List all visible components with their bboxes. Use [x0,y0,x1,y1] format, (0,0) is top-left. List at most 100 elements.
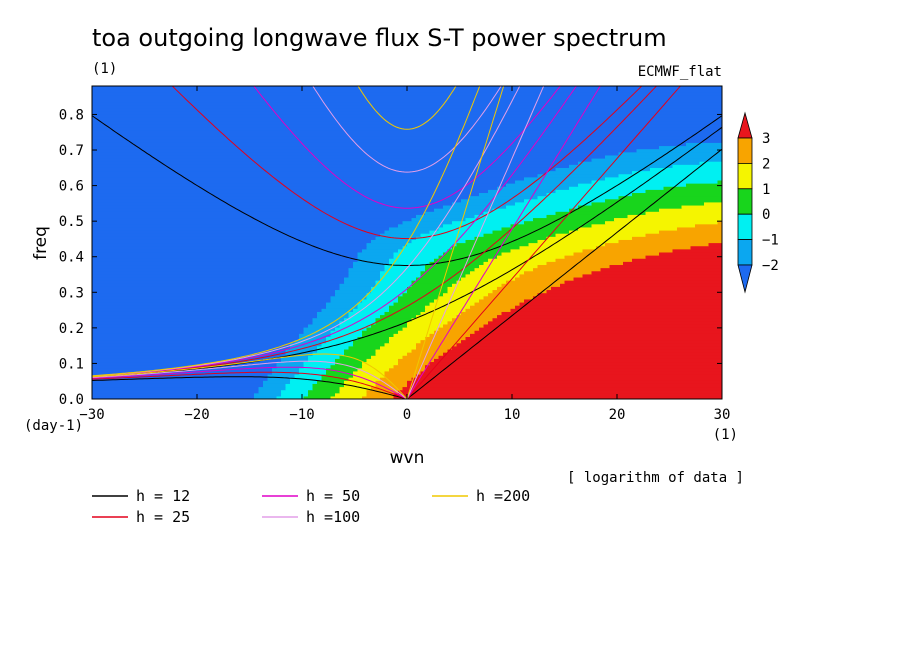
contour-cell [564,280,722,284]
contour-cell [92,111,722,115]
contour-cell [434,298,480,303]
contour-cell [411,283,453,287]
contour-cell [317,348,345,353]
colorbar-swatch [737,188,753,215]
contour-cell [366,292,404,297]
contour-cell [546,170,633,175]
contour-cell [357,251,395,256]
contour-cell [470,270,525,275]
source-label: ECMWF_flat [638,64,722,80]
contour-cell [303,364,332,369]
contour-cell [452,317,494,322]
contour-cell [596,245,692,250]
gravity-curve [357,86,457,130]
contour-cell [92,201,453,206]
contour-cell [335,361,363,366]
contour-cell [92,154,606,159]
contour-cell [398,389,722,394]
contour-cell [92,245,368,250]
contour-cell [420,233,485,237]
contour-cell [465,239,539,244]
contour-cell [483,211,557,215]
contour-cell [492,289,548,294]
contour-cell [321,308,354,312]
contour-cell [299,336,327,341]
contour-cell [371,286,408,291]
colorbar-label: −1 [762,233,779,249]
contour-cell [92,392,255,397]
contour-cell [362,364,395,369]
contour-cell [456,342,722,347]
contour-cell [92,298,332,303]
contour-cell [416,276,462,281]
contour-cell [483,295,534,300]
contour-cell [366,392,395,397]
contour-cell [452,245,521,250]
contour-cell [393,364,426,369]
contour-cell [389,339,422,344]
contour-cell [398,358,435,363]
x-tick-label: −10 [289,407,314,423]
contour-cell [267,377,291,381]
legend-label: h = 25 [136,508,190,526]
contour-cell [366,358,399,363]
contour-cell [659,229,722,234]
contour-cell [605,154,722,159]
contour-cell [276,361,305,366]
contour-cell [92,176,525,181]
contour-cell [515,276,575,281]
colorbar: 3 2 1 0 −1 −2 [737,111,779,294]
contour-cell [92,104,722,109]
contour-cell [92,139,722,143]
contour-cell [92,223,399,228]
contour-cell [483,261,548,266]
contour-cell [425,211,485,215]
contour-cell [357,301,395,306]
colorbar-swatch [737,137,753,164]
contour-cell [402,220,453,225]
contour-cell [92,270,350,275]
contour-cell [591,270,722,275]
contour-cell [618,151,722,156]
contour-cell [488,258,557,262]
contour-cell [650,167,722,172]
mrg-curve [92,86,577,377]
contour-cell [479,264,539,269]
contour-cell [686,183,722,187]
contour-cell [92,136,722,140]
x-tick-label: 20 [609,407,626,423]
contour-cell [92,305,327,309]
contour-cell [321,377,350,381]
contour-cell [434,330,476,334]
contour-cell [389,336,426,341]
contour-cell [479,327,722,331]
contour-cell [285,383,314,388]
contour-cell [461,339,722,344]
contour-cell [699,161,722,165]
contour-cell [452,345,722,350]
colorbar-swatch [737,162,753,190]
mrg-curve [92,86,521,377]
contour-cell [276,364,305,369]
dispersion-curves [92,86,722,399]
y-tick-label: 0.7 [59,143,84,159]
contour-cell [389,367,426,372]
contour-cell [407,383,722,388]
contour-cell [92,295,332,300]
legend-label: h = 12 [136,487,190,505]
contour-cell [335,392,368,397]
plot-area [92,86,722,399]
contour-cell [92,389,260,394]
contour-cell [330,395,363,399]
contour-cell [555,189,647,194]
contour-cell [492,208,570,212]
contour-cell [515,179,593,184]
contour-cell [317,311,350,316]
contour-cell [92,395,255,399]
contour-cell [384,342,417,347]
contour-cell [258,389,282,394]
contour-cell [402,327,440,331]
legend-label: h =200 [476,487,530,505]
contour-cell [92,195,471,200]
colorbar-swatch [737,239,753,266]
